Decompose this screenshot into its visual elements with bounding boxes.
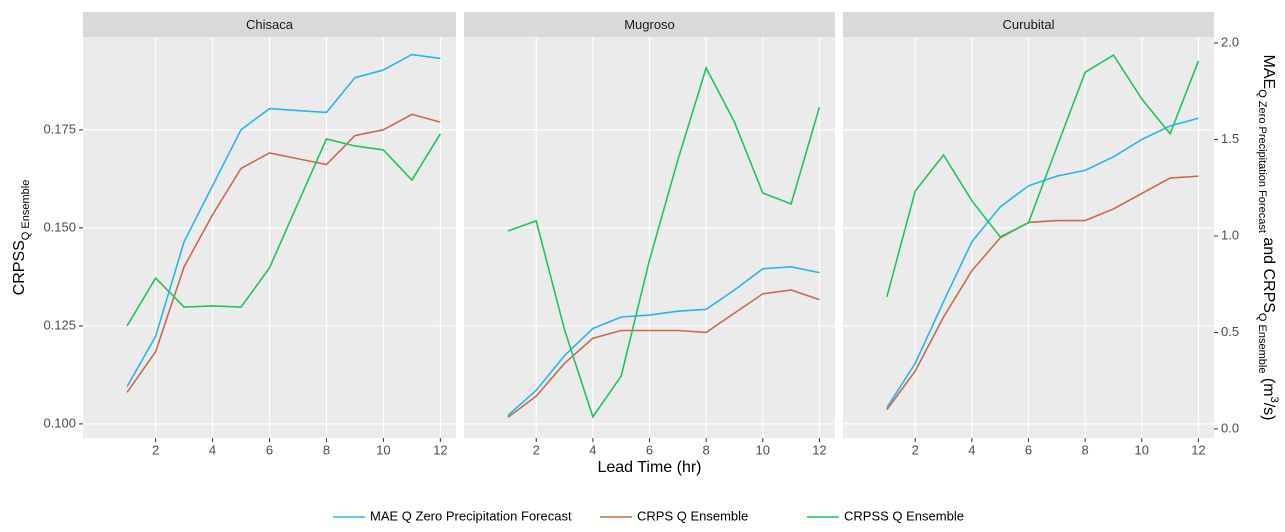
strip-title: Chisaca xyxy=(246,17,294,32)
series-line xyxy=(886,175,1199,411)
y2-tick-label: 0.0 xyxy=(1221,420,1239,435)
x-tick-label: 6 xyxy=(646,442,653,457)
legend-label: MAE Q Zero Precipitation Forecast xyxy=(370,508,572,523)
series-line xyxy=(507,289,820,418)
strip xyxy=(843,12,1214,37)
x-tick-label: 2 xyxy=(912,442,919,457)
y2-tick-label: 1.5 xyxy=(1221,131,1239,146)
x-axis-title: Lead Time (hr) xyxy=(597,459,701,476)
x-tick-label: 6 xyxy=(1025,442,1032,457)
y-tick-label: 0.100 xyxy=(43,415,76,430)
x-tick-label: 12 xyxy=(812,442,826,457)
x-tick-label: 4 xyxy=(589,442,596,457)
y2-axis-title: MAEQ Zero Precipitation Forecast and CRP… xyxy=(1256,55,1280,421)
strip xyxy=(464,12,835,37)
axis-title-part: 3 xyxy=(1268,397,1280,403)
legend-label: CRPSS Q Ensemble xyxy=(844,508,964,523)
axis-title-part: (m xyxy=(1260,373,1277,396)
axis-title-part: /s) xyxy=(1260,403,1277,421)
y2-tick-label: 0.5 xyxy=(1221,324,1239,339)
x-tick-label: 2 xyxy=(533,442,540,457)
x-tick-label: 8 xyxy=(703,442,710,457)
y-axis-title: CRPSSQ Ensemble xyxy=(11,180,32,296)
series-line xyxy=(507,65,821,419)
series-line xyxy=(126,133,442,327)
series-line xyxy=(126,53,441,387)
axis-title-part: Q Zero Precipitation Forecast xyxy=(1256,89,1268,233)
x-tick-label: 10 xyxy=(376,442,390,457)
y2-tick-label: 1.0 xyxy=(1221,227,1239,242)
x-tick-label: 2 xyxy=(152,442,159,457)
axis-title-part: Q Ensemble xyxy=(20,180,32,241)
axis-title-part: MAE xyxy=(1260,55,1277,90)
y2-tick-label: 2.0 xyxy=(1221,34,1239,49)
strip-title: Mugroso xyxy=(624,17,675,32)
x-tick-label: 12 xyxy=(1191,442,1205,457)
axis-title-part: CRPSS xyxy=(11,240,28,295)
x-tick-label: 4 xyxy=(209,442,216,457)
x-tick-label: 4 xyxy=(968,442,975,457)
strip xyxy=(83,12,456,37)
x-tick-label: 12 xyxy=(433,442,447,457)
series-line xyxy=(507,266,820,417)
x-tick-label: 8 xyxy=(1082,442,1089,457)
legend-label: CRPS Q Ensemble xyxy=(637,508,748,523)
series-line xyxy=(126,113,441,393)
axis-title-part: and CRPS xyxy=(1260,233,1277,313)
series-line xyxy=(886,53,1200,298)
y-tick-label: 0.125 xyxy=(43,317,76,332)
y-tick-label: 0.150 xyxy=(43,219,76,234)
x-tick-label: 8 xyxy=(323,442,330,457)
x-tick-label: 6 xyxy=(266,442,273,457)
series-line xyxy=(886,117,1199,409)
x-tick-label: 10 xyxy=(1135,442,1149,457)
y-tick-label: 0.175 xyxy=(43,121,76,136)
axis-title-part: Q Ensemble xyxy=(1256,313,1268,374)
strip-title: Curubital xyxy=(1002,17,1054,32)
x-tick-label: 10 xyxy=(756,442,770,457)
